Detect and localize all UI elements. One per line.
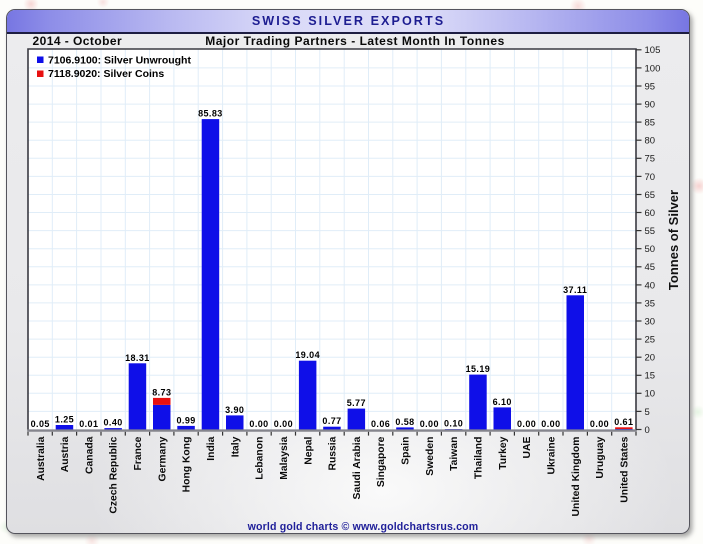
svg-text:Tonnes of Silver: Tonnes of Silver [666,190,681,290]
svg-text:India: India [206,436,217,460]
svg-text:Australia: Australia [36,436,47,481]
svg-text:0.00: 0.00 [517,419,536,429]
svg-text:Hong Kong: Hong Kong [182,437,193,493]
svg-text:50: 50 [645,244,656,255]
svg-text:6.10: 6.10 [493,397,512,407]
svg-text:19.04: 19.04 [295,350,320,360]
svg-text:Lebanon: Lebanon [255,437,266,480]
svg-text:0.99: 0.99 [176,415,195,425]
svg-text:85: 85 [645,118,656,129]
svg-text:SWISS SILVER EXPORTS: SWISS SILVER EXPORTS [252,14,445,28]
svg-text:8.73: 8.73 [152,387,171,397]
svg-text:80: 80 [645,136,656,147]
svg-text:25: 25 [645,335,656,346]
svg-text:Singapore: Singapore [376,436,387,487]
svg-text:1.25: 1.25 [55,415,74,425]
svg-text:95: 95 [645,81,656,92]
svg-text:Ukraine: Ukraine [547,436,558,474]
svg-text:40: 40 [645,280,656,291]
svg-text:70: 70 [645,172,656,183]
svg-text:0.00: 0.00 [249,419,268,429]
svg-text:60: 60 [645,208,656,219]
svg-text:0.40: 0.40 [103,418,122,428]
svg-text:world gold charts © www.goldch: world gold charts © www.goldchartsrus.co… [247,521,479,533]
svg-text:France: France [133,436,144,470]
svg-text:20: 20 [645,353,656,364]
svg-text:UAE: UAE [522,437,533,459]
svg-text:0.05: 0.05 [31,419,50,429]
svg-text:0.10: 0.10 [444,419,463,429]
svg-text:Sweden: Sweden [425,437,436,476]
svg-text:0.06: 0.06 [371,419,390,429]
svg-text:90: 90 [645,100,656,111]
svg-text:Nepal: Nepal [303,436,314,464]
svg-text:Italy: Italy [230,436,241,457]
svg-text:15.19: 15.19 [466,364,491,374]
svg-text:65: 65 [645,190,656,201]
svg-text:18.31: 18.31 [125,353,150,363]
svg-text:Canada: Canada [84,436,95,474]
svg-text:Major Trading Partners - Lates: Major Trading Partners - Latest Month In… [205,34,505,48]
svg-text:0: 0 [645,425,650,436]
svg-text:0.00: 0.00 [590,419,609,429]
svg-text:0.00: 0.00 [420,419,439,429]
svg-text:Czech Republic: Czech Republic [109,436,120,513]
svg-text:0.01: 0.01 [79,419,98,429]
svg-text:7118.9020: Silver Coins: 7118.9020: Silver Coins [48,68,164,80]
svg-text:Turkey: Turkey [498,436,509,469]
svg-text:0.61: 0.61 [614,417,633,427]
svg-text:United States: United States [619,436,630,502]
svg-text:85.83: 85.83 [198,109,223,119]
svg-text:0.77: 0.77 [322,416,341,426]
svg-text:Germany: Germany [157,436,168,481]
svg-text:2014 - October: 2014 - October [33,34,123,48]
svg-text:3.90: 3.90 [225,405,244,415]
svg-text:0.58: 0.58 [395,417,414,427]
svg-text:30: 30 [645,316,656,327]
svg-text:Malaysia: Malaysia [279,436,290,479]
svg-text:Taiwan: Taiwan [449,437,460,471]
svg-text:5.77: 5.77 [347,398,366,408]
svg-text:45: 45 [645,262,656,273]
svg-text:0.00: 0.00 [541,419,560,429]
svg-text:35: 35 [645,298,656,309]
svg-text:United Kingdom: United Kingdom [571,437,582,517]
svg-text:37.11: 37.11 [563,285,587,295]
svg-text:5: 5 [645,407,650,418]
svg-text:Spain: Spain [401,437,412,465]
svg-text:Saudi Arabia: Saudi Arabia [352,436,363,499]
svg-text:100: 100 [645,63,661,74]
svg-text:105: 105 [645,45,661,56]
svg-text:10: 10 [645,389,656,400]
svg-text:Austria: Austria [60,436,71,472]
svg-text:0.00: 0.00 [274,419,293,429]
svg-text:15: 15 [645,371,656,382]
svg-text:Uruguay: Uruguay [595,436,606,478]
svg-text:7106.9100: Silver Unwrought: 7106.9100: Silver Unwrought [48,54,191,66]
svg-text:75: 75 [645,154,656,165]
svg-text:Russia: Russia [328,436,339,470]
svg-text:55: 55 [645,226,656,237]
svg-text:Thailand: Thailand [474,437,485,480]
